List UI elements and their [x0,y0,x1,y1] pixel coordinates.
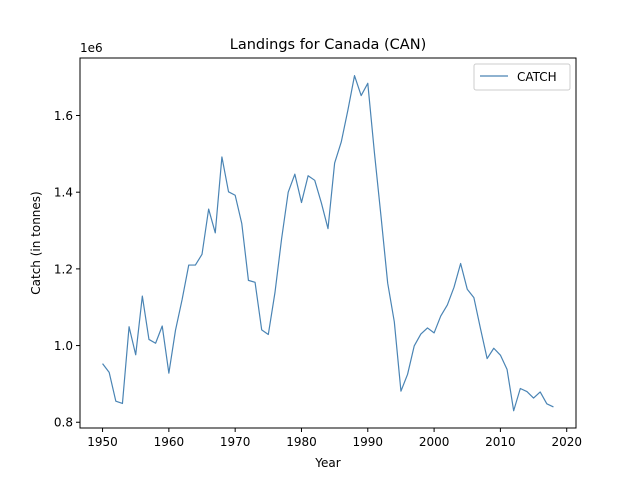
y-axis-offset-label: 1e6 [80,41,103,55]
y-tick-label: 1.0 [54,339,73,353]
y-axis-ticks: 0.8 1.0 1.2 1.4 1.6 [54,109,80,430]
x-tick-label: 2000 [419,435,450,449]
x-tick-label: 1970 [220,435,251,449]
x-tick-label: 2010 [485,435,516,449]
y-tick-label: 1.4 [54,186,73,200]
x-tick-label: 1950 [87,435,118,449]
y-tick-label: 0.8 [54,416,73,430]
x-tick-label: 2020 [551,435,582,449]
x-tick-label: 1960 [154,435,185,449]
legend: CATCH [473,63,571,91]
plot-frame [79,57,577,429]
y-tick-label: 1.2 [54,262,73,276]
legend-box [473,63,571,91]
x-axis-label: Year [314,456,340,470]
chart-title: Landings for Canada (CAN) [230,37,426,53]
x-tick-label: 1990 [353,435,384,449]
legend-label: CATCH [517,70,557,84]
y-tick-label: 1.6 [54,109,73,123]
y-axis-label: Catch (in tonnes) [29,191,43,294]
x-tick-label: 1980 [286,435,317,449]
plot-area [79,57,577,429]
series-line-catch [102,75,554,412]
x-axis-ticks: 1950 1960 1970 1980 1990 2000 2010 2020 [87,428,582,449]
